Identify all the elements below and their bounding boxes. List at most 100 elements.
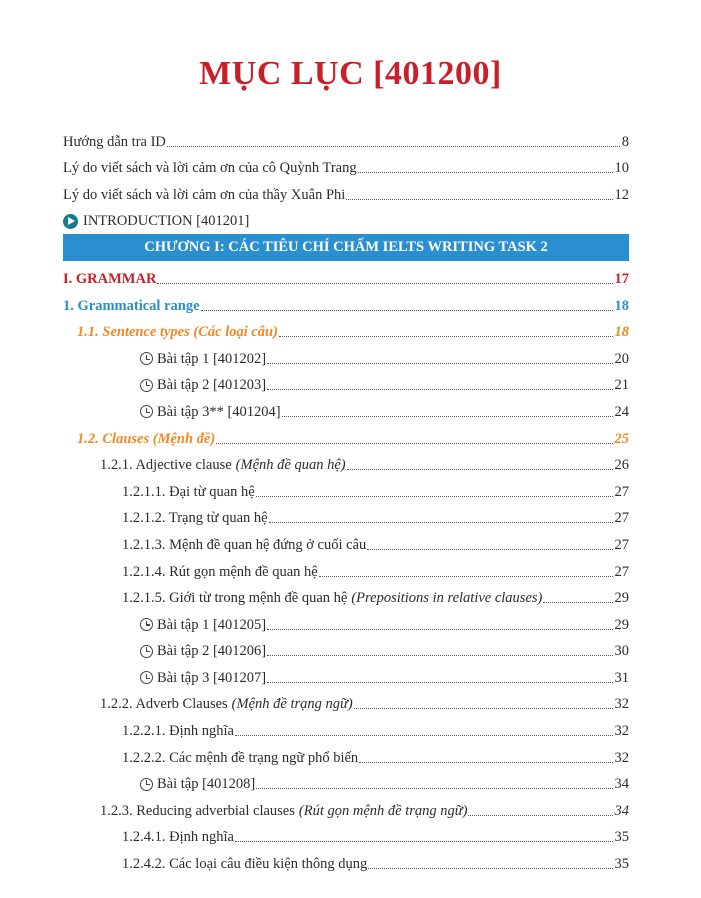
toc-entry[interactable]: Bài tập 1 [401202] 20 — [63, 341, 629, 368]
page-number: 29 — [614, 616, 630, 633]
dot-leader — [368, 868, 613, 870]
page-number: 32 — [614, 723, 630, 740]
toc-entry-label: 1.2.2. Adverb Clauses (Mệnh đề trạng ngữ) — [100, 695, 353, 713]
clock-icon — [140, 618, 153, 632]
entry-text: 1.2.1.3. Mệnh đề quan hệ đứng ở cuối câu — [122, 536, 367, 553]
toc-entry[interactable]: INTRODUCTION [401201] — [63, 204, 629, 231]
dot-leader — [346, 198, 613, 200]
entry-translation: (Prepositions in relative clauses) — [351, 590, 543, 607]
entry-text: Bài tập 3** [401204] — [157, 403, 281, 420]
toc-entry[interactable]: Bài tập 2 [401203] 21 — [63, 368, 629, 395]
toc-entry-label: 1.2.3. Reducing adverbial clauses (Rút gọ… — [100, 802, 467, 820]
page-number: 35 — [614, 856, 630, 873]
dot-leader — [359, 761, 613, 763]
toc-entry-label: 1.2.4.1. Định nghĩa — [122, 828, 234, 846]
dot-leader — [278, 336, 613, 338]
toc-entry[interactable]: 1.2.3. Reducing adverbial clauses (Rút gọ… — [63, 793, 629, 820]
entry-text: 1.2.1.1. Đại từ quan hệ — [122, 483, 255, 500]
page-number: 27 — [614, 563, 630, 580]
toc-entry[interactable]: 1.2.1.2. Trạng từ quan hệ 27 — [63, 501, 629, 528]
toc-entry[interactable]: Bài tập [401208] 34 — [63, 767, 629, 794]
toc-entry[interactable]: 1.2.4.2. Các loại câu điều kiện thông dụ… — [63, 846, 629, 873]
page-number: 20 — [614, 350, 630, 367]
toc-entry-label: 1.2.1.4. Rút gọn mệnh đề quan hệ — [122, 563, 318, 581]
toc-entry[interactable]: Bài tập 1 [401205] 29 — [63, 607, 629, 634]
toc-entry[interactable]: 1.2.1. Adjective clause (Mệnh đề quan hệ)… — [63, 448, 629, 475]
entry-text: Bài tập 1 [401205] — [157, 616, 267, 633]
dot-leader — [367, 548, 613, 550]
toc-entry[interactable]: Lý do viết sách và lời cảm ơn của cô Quỳ… — [63, 151, 629, 178]
entry-text: 1.2.1.2. Trạng từ quan hệ — [122, 510, 268, 527]
toc-entry-label: 1.2.2.1. Định nghĩa — [122, 722, 234, 740]
toc-entry-label: 1.2.1.2. Trạng từ quan hệ — [122, 509, 268, 527]
toc-entry[interactable]: Hướng dẫn tra ID 8 — [63, 124, 629, 151]
entry-text: Bài tập 3 [401207] — [157, 669, 267, 686]
page-number: 21 — [614, 377, 630, 394]
entry-text: INTRODUCTION [401201] — [83, 213, 250, 230]
page-number: 31 — [614, 669, 630, 686]
dot-leader — [468, 814, 613, 816]
entry-text: I. GRAMMAR — [63, 270, 157, 287]
toc-entry[interactable]: 1.2.4.1. Định nghĩa 35 — [63, 820, 629, 847]
toc-entry[interactable]: 1.2.2.2. Các mệnh đề trạng ngữ phổ biến 3… — [63, 740, 629, 767]
toc-entry-label: Hướng dẫn tra ID — [63, 133, 166, 151]
dot-leader — [543, 602, 613, 604]
entry-text: 1.1. Sentence types (Các loại câu) — [77, 324, 278, 341]
toc-entry-label: Bài tập 1 [401202] — [140, 350, 266, 368]
dot-leader — [157, 282, 613, 284]
toc-entry-label: 1.2.1.1. Đại từ quan hệ — [122, 483, 255, 501]
page-number: 27 — [614, 510, 630, 527]
toc-entry[interactable]: Bài tập 3** [401204] 24 — [63, 394, 629, 421]
dot-leader — [353, 708, 613, 710]
toc-entry[interactable]: 1.2. Clauses (Mệnh đề) 25 — [63, 421, 629, 448]
entry-text: 1.2.3. Reducing adverbial clauses — [100, 802, 295, 819]
entry-text: 1.2.1. Adjective clause — [100, 457, 232, 474]
toc-entry[interactable]: 1.2.2.1. Định nghĩa 32 — [63, 713, 629, 740]
toc-entry[interactable]: 1.2.1.5. Giới từ trong mệnh đề quan hệ (P… — [63, 581, 629, 608]
toc-entry-label: INTRODUCTION [401201] — [63, 212, 249, 230]
toc-entry-label: Bài tập [401208] — [140, 775, 255, 793]
entry-text: Bài tập [401208] — [157, 776, 256, 793]
play-circle-icon — [63, 213, 78, 229]
page-number: 26 — [614, 457, 630, 474]
toc-entry-label: 1.2.4.2. Các loại câu điều kiện thông dụ… — [122, 855, 367, 873]
entry-translation: (Mệnh đề quan hệ) — [235, 457, 346, 474]
clock-icon — [140, 405, 153, 419]
toc-entry[interactable]: Lý do viết sách và lời cảm ơn của thầy X… — [63, 177, 629, 204]
dot-leader — [267, 655, 613, 657]
toc-entry[interactable]: 1.1. Sentence types (Các loại câu) 18 — [63, 315, 629, 342]
toc-entry[interactable]: Bài tập 3 [401207] 31 — [63, 660, 629, 687]
page-number: 18 — [614, 324, 630, 341]
toc-entry-label: 1. Grammatical range — [63, 297, 200, 315]
entry-text: 1. Grammatical range — [63, 297, 200, 314]
entry-text: Bài tập 2 [401206] — [157, 643, 267, 660]
entry-text: Hướng dẫn tra ID — [63, 133, 166, 150]
page-number: 17 — [614, 270, 630, 287]
toc-entry-label: 1.2. Clauses (Mệnh đề) — [77, 430, 215, 448]
dot-leader — [216, 442, 613, 444]
toc-entry[interactable]: 1.2.1.1. Đại từ quan hệ 27 — [63, 474, 629, 501]
clock-icon — [140, 378, 153, 392]
entry-text: Lý do viết sách và lời cảm ơn của thầy X… — [63, 186, 346, 203]
toc-entry-label: Bài tập 2 [401203] — [140, 376, 266, 394]
entry-text: 1.2.2. Adverb Clauses — [100, 696, 228, 713]
page-number: 24 — [614, 403, 630, 420]
dot-leader — [166, 145, 620, 147]
entry-text: 1.2.4.2. Các loại câu điều kiện thông dụ… — [122, 856, 368, 873]
toc-entry-label: Bài tập 2 [401206] — [140, 642, 266, 660]
entry-text: 1.2.1.4. Rút gọn mệnh đề quan hệ — [122, 563, 318, 580]
toc-entry[interactable]: 1.2.1.3. Mệnh đề quan hệ đứng ở cuối câu… — [63, 527, 629, 554]
toc-entry[interactable]: 1.2.2. Adverb Clauses (Mệnh đề trạng ngữ)… — [63, 687, 629, 714]
toc-entry[interactable]: I. GRAMMAR 17 — [63, 261, 629, 288]
dot-leader — [267, 362, 613, 364]
page-number: 34 — [614, 776, 630, 793]
toc-entry-label: 1.2.1. Adjective clause (Mệnh đề quan hệ) — [100, 456, 346, 474]
page-number: 8 — [621, 133, 629, 150]
dot-leader — [346, 469, 613, 471]
entry-text: Bài tập 1 [401202] — [157, 350, 267, 367]
toc-entry[interactable]: 1.2.1.4. Rút gọn mệnh đề quan hệ 27 — [63, 554, 629, 581]
table-of-contents: Hướng dẫn tra ID 8 Lý do viết sách và lời … — [63, 124, 629, 873]
toc-entry[interactable]: 1. Grammatical range 18 — [63, 288, 629, 315]
toc-entry-label: 1.2.1.3. Mệnh đề quan hệ đứng ở cuối câu — [122, 536, 366, 554]
toc-entry[interactable]: Bài tập 2 [401206] 30 — [63, 634, 629, 661]
